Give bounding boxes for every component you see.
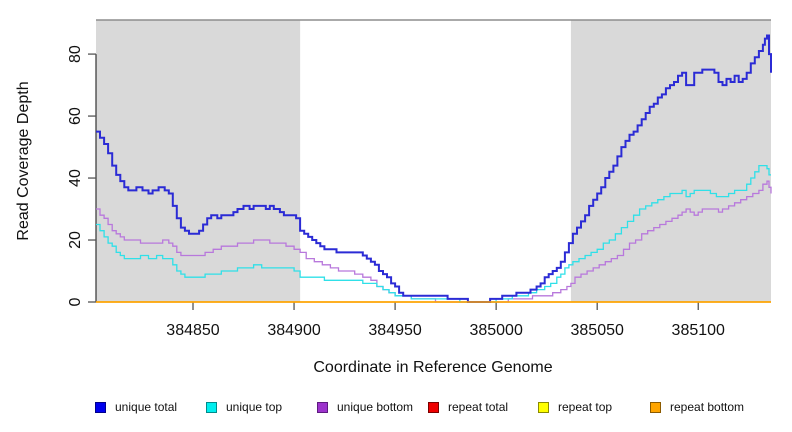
y-tick-label: 40: [67, 169, 84, 187]
legend-swatch-icon: [206, 401, 217, 413]
coverage-plot: 384850 384900 384950 385000 385050 385100 0 20 4…: [15, 19, 772, 376]
y-tick-label: 20: [67, 231, 84, 249]
y-tick-label: 80: [67, 45, 84, 63]
legend-swatch-icon: [317, 401, 328, 413]
x-tick-label: 385050: [571, 322, 624, 339]
x-tick-label: 385000: [469, 322, 522, 339]
shaded-region: [570, 20, 771, 302]
legend-label: unique bottom: [337, 400, 414, 414]
legend-label: repeat top: [558, 400, 613, 414]
x-tick-label: 385100: [672, 322, 725, 339]
legend-swatch-icon: [428, 401, 439, 413]
x-tick-label: 384850: [166, 322, 219, 339]
legend-swatch-icon: [538, 401, 549, 413]
shaded-regions-layer: [96, 19, 771, 302]
legend-item-unique-total: unique total: [95, 399, 177, 415]
legend-swatch-icon: [650, 401, 661, 413]
legend-item-repeat-total: repeat total: [428, 399, 508, 415]
legend-label: unique top: [226, 400, 283, 414]
axes-layer: 384850 384900 384950 385000 385050 385100 0 20 4…: [67, 45, 771, 339]
plot-legend: unique total unique top unique bottom repea…: [0, 396, 792, 422]
y-tick-label: 60: [67, 107, 84, 125]
y-axis-title: Read Coverage Depth: [15, 81, 32, 240]
legend-label: repeat bottom: [670, 400, 745, 414]
legend-swatch-icon: [95, 401, 106, 413]
series-layer: [96, 34, 772, 303]
y-tick-label: 0: [67, 297, 84, 306]
legend-item-unique-top: unique top: [206, 399, 282, 415]
legend-label: unique total: [115, 400, 178, 414]
legend-label: repeat total: [448, 400, 509, 414]
x-tick-label: 384900: [267, 322, 320, 339]
shaded-region: [96, 20, 301, 302]
legend-item-unique-bottom: unique bottom: [317, 399, 413, 415]
x-tick-label: 384950: [368, 322, 421, 339]
legend-item-repeat-top: repeat top: [538, 399, 612, 415]
legend-item-repeat-bottom: repeat bottom: [650, 399, 744, 415]
x-axis-title: Coordinate in Reference Genome: [313, 359, 552, 376]
